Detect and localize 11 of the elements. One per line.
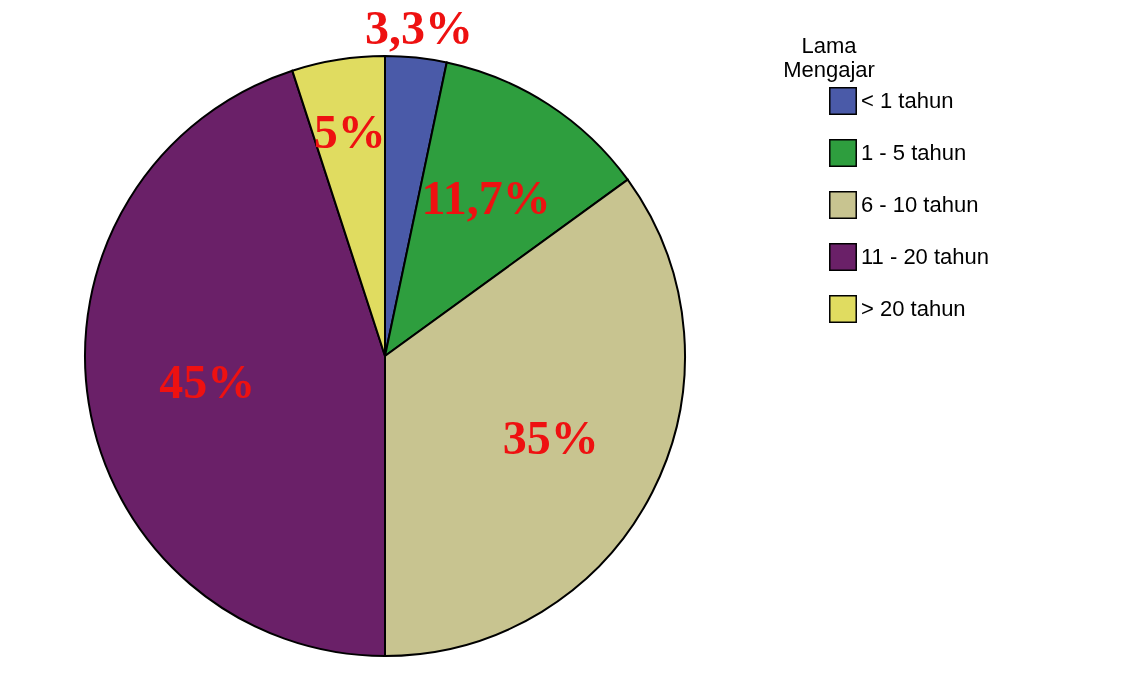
legend-label: 1 - 5 tahun [861,140,967,165]
data-label: 5% [313,104,386,158]
legend-title: Lama Mengajar [783,33,875,82]
data-label: 35% [502,411,599,465]
legend-label: 11 - 20 tahun [861,244,990,269]
data-label: 45% [159,355,256,409]
data-label: 3,3% [364,0,473,54]
legend-label: < 1 tahun [861,88,954,113]
data-label: 11,7% [421,170,551,224]
legend-label: 6 - 10 tahun [861,192,979,217]
legend-label: > 20 tahun [861,296,966,321]
